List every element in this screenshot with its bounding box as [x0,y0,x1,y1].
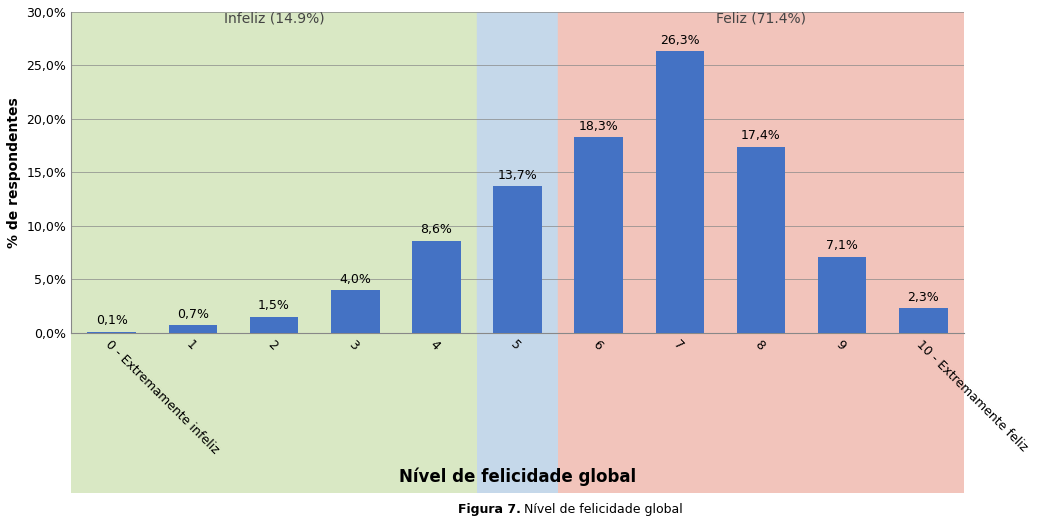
Bar [899,308,947,333]
Bar [575,137,624,333]
Text: 17,4%: 17,4% [741,129,781,143]
Text: 26,3%: 26,3% [660,34,700,47]
Bar [493,186,542,333]
Bar [169,325,218,333]
Bar [331,290,380,333]
Bar [737,147,785,333]
Bar [87,332,136,333]
Text: 2,3%: 2,3% [908,291,939,304]
Bar [818,257,866,333]
Text: 13,7%: 13,7% [498,169,537,182]
Bar [656,51,704,333]
Text: Nível de felicidade global: Nível de felicidade global [520,503,683,516]
Text: 8,6%: 8,6% [421,223,453,236]
Bar [477,12,558,333]
Bar [71,12,477,333]
Bar [412,241,461,333]
Text: 0,7%: 0,7% [177,308,209,321]
Y-axis label: % de respondentes: % de respondentes [7,97,21,248]
Text: 4,0%: 4,0% [339,272,372,286]
Text: Feliz (71.4%): Feliz (71.4%) [716,12,806,26]
Bar [558,12,964,333]
X-axis label: Nível de felicidade global: Nível de felicidade global [399,467,636,486]
Text: Infeliz (14.9%): Infeliz (14.9%) [224,12,325,26]
Text: Figura 7.: Figura 7. [458,503,520,516]
Text: 1,5%: 1,5% [258,299,290,312]
Bar [250,316,299,333]
Text: 18,3%: 18,3% [579,119,618,133]
Text: 7,1%: 7,1% [827,239,858,253]
Text: 0,1%: 0,1% [96,314,128,328]
